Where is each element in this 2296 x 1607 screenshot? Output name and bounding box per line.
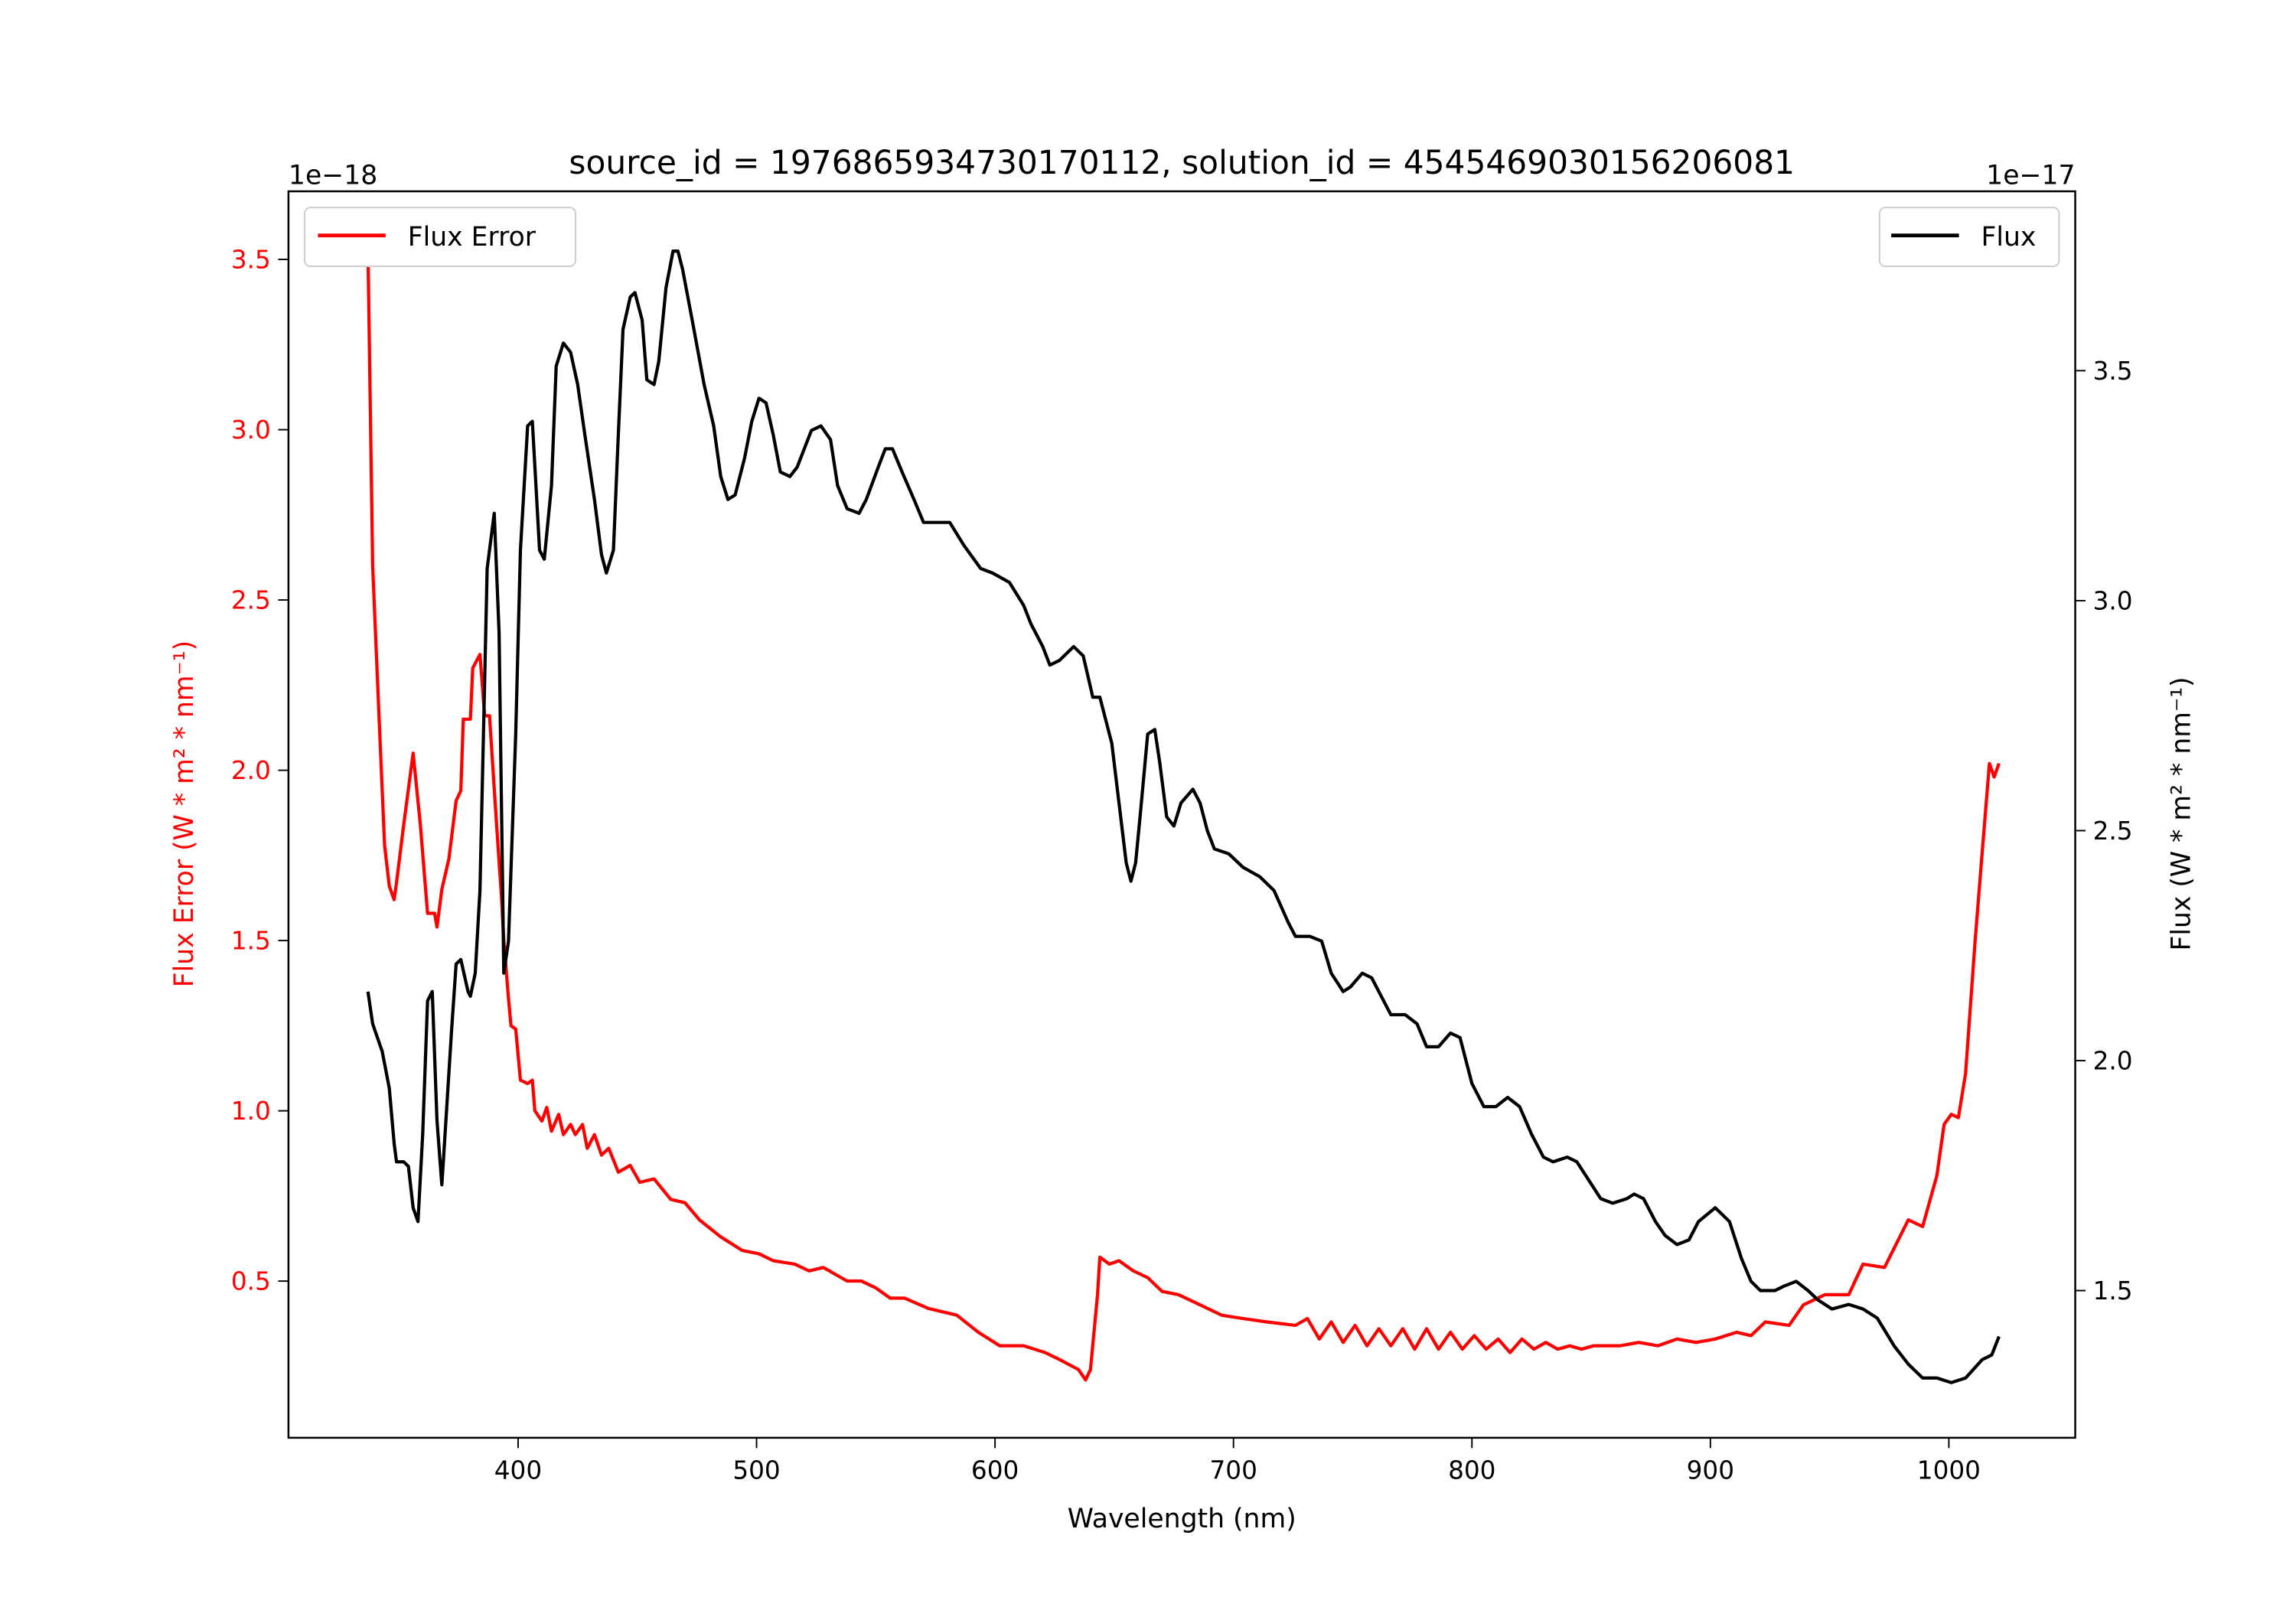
x-tick-label: 600 <box>971 1456 1019 1485</box>
x-tick-label: 700 <box>1209 1456 1257 1485</box>
chart-title: source_id = 1976865934730170112, solutio… <box>569 144 1795 181</box>
left-y-tick-label: 1.0 <box>231 1097 271 1126</box>
x-tick-label: 500 <box>732 1456 780 1485</box>
plot-frame <box>287 190 2076 1439</box>
legend-label-flux: Flux <box>1981 222 2036 253</box>
left-y-tick-label: 2.0 <box>231 756 271 785</box>
right-y-tick-label: 3.5 <box>2093 357 2133 386</box>
series-line-flux <box>366 249 2001 1384</box>
series-line-flux-error <box>366 249 2001 1382</box>
left-y-tick-label: 0.5 <box>231 1267 271 1296</box>
x-tick-label: 400 <box>494 1456 542 1485</box>
right-offset-label: 1e−17 <box>1986 160 2075 191</box>
right-y-axis-label: Flux (W * m² * nm⁻¹) <box>2167 676 2197 950</box>
legend-box <box>1878 207 2060 268</box>
x-tick-label: 1000 <box>1917 1456 1981 1485</box>
right-y-tick-label: 2.5 <box>2093 817 2133 846</box>
legend-flux: Flux <box>1878 207 2060 268</box>
legend-label-flux-error: Flux Error <box>408 222 536 253</box>
left-offset-label: 1e−18 <box>289 160 377 191</box>
left-y-tick-label: 2.5 <box>231 586 271 615</box>
x-axis-label: Wavelength (nm) <box>1068 1504 1296 1534</box>
legend-flux-error: Flux Error <box>304 207 576 268</box>
right-y-tick-label: 2.0 <box>2093 1047 2133 1076</box>
left-y-axis-label: Flux Error (W * m² * nm⁻¹) <box>169 641 200 988</box>
right-y-tick-label: 1.5 <box>2093 1276 2133 1305</box>
left-y-tick-label: 1.5 <box>231 927 271 956</box>
right-y-tick-label: 3.0 <box>2093 586 2133 615</box>
x-tick-label: 900 <box>1687 1456 1734 1485</box>
left-y-tick-label: 3.0 <box>231 416 271 445</box>
legend-box <box>304 207 576 268</box>
left-y-tick-label: 3.5 <box>231 246 271 275</box>
x-tick-label: 800 <box>1448 1456 1495 1485</box>
